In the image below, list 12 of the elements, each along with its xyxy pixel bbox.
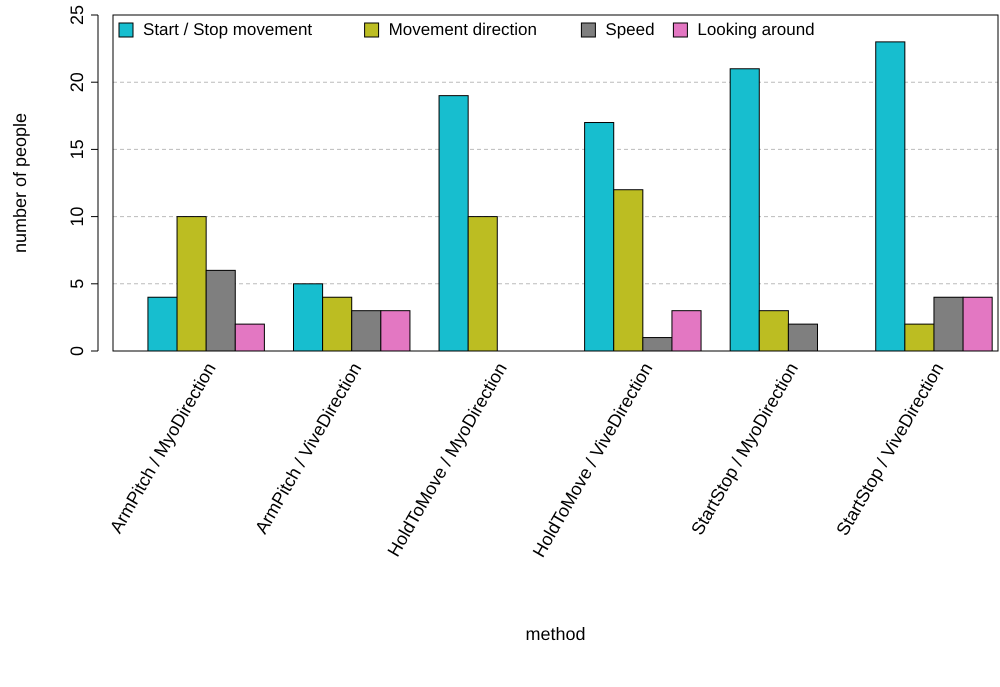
- legend-label: Looking around: [697, 20, 815, 39]
- legend-label: Speed: [605, 20, 655, 39]
- y-tick-label: 15: [67, 139, 87, 160]
- legend-label: Start / Stop movement: [143, 20, 312, 39]
- y-axis-title: number of people: [10, 112, 30, 254]
- y-tick-label: 0: [67, 346, 87, 356]
- x-axis-title: method: [525, 624, 586, 644]
- y-tick-label: 25: [67, 4, 87, 26]
- y-tick-label: 10: [67, 206, 87, 227]
- y-tick-label: 20: [67, 72, 87, 92]
- legend-label: Movement direction: [388, 20, 537, 39]
- y-tick-label: 5: [67, 278, 87, 289]
